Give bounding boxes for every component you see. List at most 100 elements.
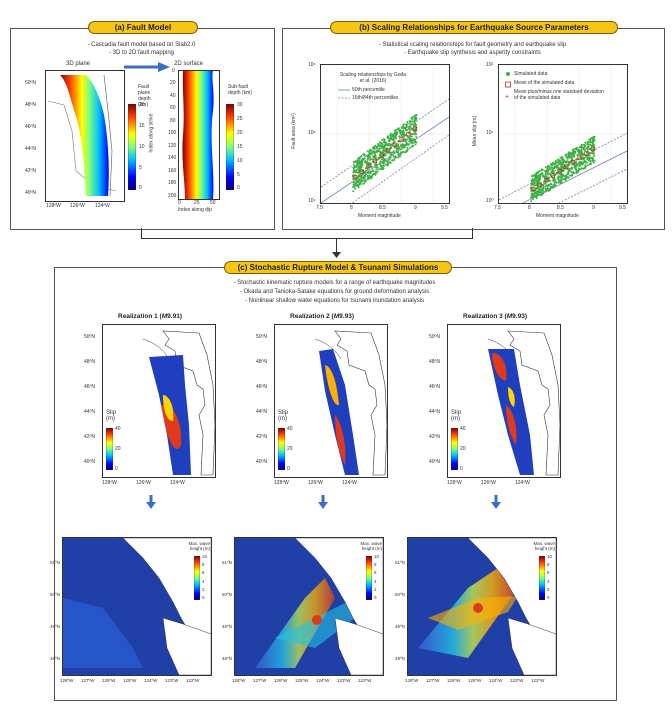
simulated-point bbox=[538, 187, 541, 190]
dip-axis-label: Index along dip bbox=[178, 207, 212, 213]
wave-label-2: Max. wave height (m) bbox=[360, 541, 382, 551]
simulated-point bbox=[393, 158, 396, 161]
simulated-point bbox=[556, 164, 559, 167]
wave-colorbar-2 bbox=[366, 556, 372, 600]
simulated-point bbox=[566, 160, 569, 163]
mean-slip-xlabel: Moment magnitude bbox=[536, 213, 579, 219]
mapping-arrow-icon bbox=[124, 62, 170, 72]
simulated-point bbox=[538, 194, 540, 196]
simulated-point bbox=[565, 173, 568, 176]
simulated-point bbox=[376, 150, 379, 153]
simulated-point bbox=[583, 146, 586, 149]
simulated-point bbox=[571, 152, 574, 155]
simulated-point bbox=[402, 129, 405, 132]
simulated-point bbox=[580, 143, 583, 146]
simulated-point bbox=[408, 125, 411, 128]
simulated-point bbox=[381, 158, 384, 161]
simulated-point bbox=[583, 166, 586, 169]
mean-marker bbox=[544, 177, 549, 183]
simulated-point bbox=[555, 172, 558, 175]
simulated-point bbox=[352, 185, 355, 188]
simulated-point bbox=[361, 173, 364, 176]
simulated-point bbox=[573, 155, 576, 158]
simulated-point bbox=[396, 151, 399, 153]
simulated-point bbox=[593, 139, 596, 142]
depth-colorbar bbox=[128, 104, 136, 190]
simulated-point bbox=[593, 154, 596, 157]
simulated-point bbox=[553, 162, 556, 165]
simulated-point bbox=[558, 170, 561, 173]
simulated-point bbox=[371, 165, 373, 168]
down-arrow-icon bbox=[332, 252, 341, 258]
simulated-point bbox=[581, 156, 584, 159]
simulated-point bbox=[407, 143, 409, 146]
simulated-point bbox=[408, 146, 411, 149]
simulated-point bbox=[551, 164, 554, 167]
simulated-point bbox=[414, 119, 416, 122]
simulated-point bbox=[575, 164, 578, 167]
simulated-point bbox=[552, 179, 555, 182]
simulated-point bbox=[558, 167, 561, 170]
simulated-point bbox=[545, 176, 548, 178]
panel-c-bullet-1: - Stochastic kinematic rupture models fo… bbox=[233, 280, 436, 286]
simulated-point bbox=[567, 171, 570, 174]
simulated-point bbox=[561, 170, 564, 173]
simulated-point bbox=[533, 191, 536, 194]
mean-slip-plot bbox=[498, 64, 628, 234]
panel-b-bullet-2: - Earthquake slip synthesis and asperity… bbox=[404, 50, 541, 56]
simulated-point bbox=[546, 167, 549, 170]
simulated-point bbox=[400, 148, 402, 151]
simulated-point bbox=[584, 141, 587, 144]
simulated-point bbox=[571, 173, 574, 176]
simulated-point bbox=[364, 180, 366, 182]
simulated-point bbox=[561, 159, 564, 162]
simulated-point bbox=[545, 189, 548, 192]
simulated-point bbox=[542, 185, 545, 188]
simulated-point bbox=[399, 155, 402, 157]
simulated-point bbox=[365, 155, 368, 157]
simulated-point bbox=[567, 172, 570, 175]
simulated-point bbox=[586, 140, 589, 143]
simulated-point bbox=[551, 167, 553, 170]
simulated-point bbox=[586, 155, 589, 158]
simulated-point bbox=[364, 173, 367, 176]
simulated-point bbox=[406, 121, 409, 124]
simulated-point bbox=[397, 129, 400, 132]
simulated-point bbox=[530, 196, 533, 199]
simulated-point bbox=[546, 171, 549, 174]
simulated-point bbox=[589, 139, 592, 142]
simulated-point bbox=[589, 152, 592, 155]
simulated-point bbox=[414, 122, 416, 124]
simulated-point bbox=[382, 149, 385, 152]
simulated-point bbox=[564, 165, 567, 168]
simulated-point bbox=[371, 169, 374, 172]
simulated-point bbox=[592, 144, 595, 147]
mean-marker bbox=[359, 169, 364, 174]
simulated-point bbox=[357, 170, 360, 172]
realization-3-arrow-icon bbox=[491, 495, 501, 509]
simulated-point bbox=[387, 158, 390, 161]
simulated-point bbox=[543, 170, 546, 173]
simulated-point bbox=[544, 182, 547, 185]
simulated-point bbox=[357, 157, 360, 160]
simulated-point bbox=[375, 172, 377, 175]
simulated-point bbox=[581, 146, 584, 149]
simulated-point bbox=[394, 144, 397, 147]
simulated-point bbox=[575, 170, 578, 173]
simulated-point bbox=[579, 161, 582, 164]
simulated-point bbox=[582, 167, 585, 170]
simulated-point bbox=[381, 145, 384, 148]
simulated-point bbox=[410, 138, 412, 141]
mean-marker bbox=[557, 169, 562, 174]
realization-2-title: Realization 2 (M9.93) bbox=[290, 313, 354, 320]
simulated-point bbox=[564, 153, 567, 156]
simulated-point bbox=[375, 168, 378, 171]
simulated-point bbox=[391, 135, 394, 138]
simulated-point bbox=[535, 197, 538, 200]
plane3d-label: 3D plane bbox=[66, 61, 91, 67]
simulated-point bbox=[546, 165, 549, 167]
simulated-point bbox=[563, 160, 566, 163]
mean-marker bbox=[570, 160, 576, 165]
simulated-point bbox=[373, 152, 375, 155]
simulated-point bbox=[369, 177, 372, 180]
